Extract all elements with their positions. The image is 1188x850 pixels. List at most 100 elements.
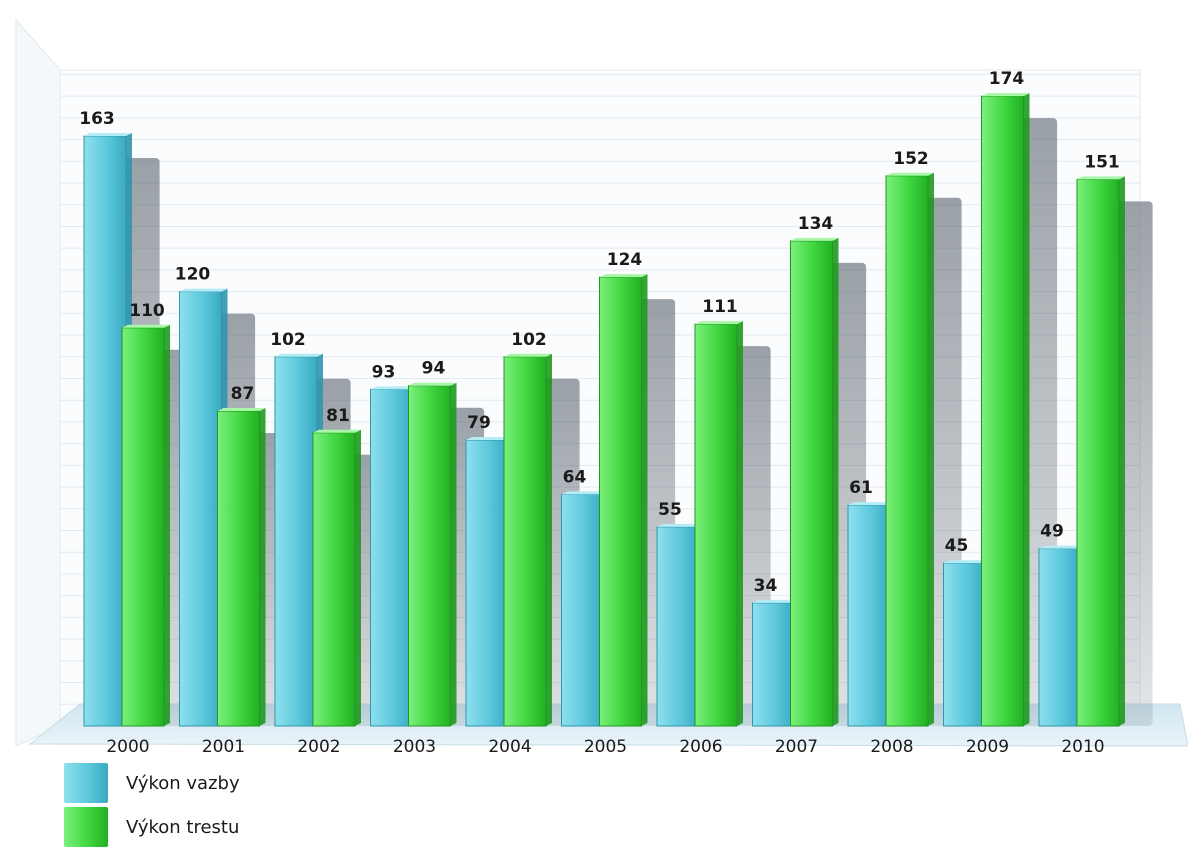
bar-trestu-2004-side <box>546 353 552 726</box>
bar-trestu-2008 <box>885 175 929 727</box>
bar-trestu-2002 <box>312 432 356 727</box>
bar-vazby-2005-top <box>561 491 610 495</box>
value-label-trestu-2003: 94 <box>422 359 446 379</box>
value-label-trestu-2010: 151 <box>1084 152 1120 172</box>
bar-trestu-2001-top <box>217 408 266 412</box>
legend-label-vazby: Výkon vazby <box>126 772 240 794</box>
bar-vazby-2006 <box>656 526 700 727</box>
bar-vazby-2007 <box>752 602 795 727</box>
x-tick-2009: 2009 <box>966 737 1009 757</box>
bar-trestu-2010-side <box>1119 176 1125 726</box>
x-tick-2000: 2000 <box>106 737 149 757</box>
bar-trestu-2009-top <box>981 93 1030 97</box>
bar-trestu-2001-side <box>259 408 266 726</box>
bar-trestu-2000-side <box>164 324 170 726</box>
value-label-vazby-2003: 93 <box>372 362 396 382</box>
value-label-trestu-2006: 111 <box>702 297 738 317</box>
value-label-vazby-2005: 64 <box>563 467 587 487</box>
bar-vazby-2010-top <box>1039 545 1087 549</box>
value-label-trestu-2004: 102 <box>511 330 547 350</box>
bar-trestu-2005 <box>599 276 642 727</box>
legend-swatch-vazby <box>64 763 108 803</box>
bar-trestu-2002-side <box>355 429 361 726</box>
bar-trestu-2003-top <box>408 382 457 386</box>
bar-vazby-2008 <box>847 504 891 727</box>
legend-swatch-trestu <box>64 807 108 847</box>
x-tick-2008: 2008 <box>870 737 913 757</box>
data-labels: 163 110 120 87 102 81 93 94 79 102 64 124 55 111 34 134… <box>79 69 1120 596</box>
value-label-trestu-2002: 81 <box>326 406 350 426</box>
bar-vazby-2009-top <box>943 560 992 564</box>
legend-item-trestu: Výkon trestu <box>64 806 240 848</box>
bar-trestu-2005-top <box>599 274 648 278</box>
legend-label-trestu: Výkon trestu <box>126 816 240 838</box>
value-label-vazby-2009: 45 <box>945 536 969 556</box>
bar-vazby-2002-top <box>275 353 323 357</box>
value-label-trestu-2008: 152 <box>893 149 929 169</box>
bar-trestu-2010-top <box>1077 176 1125 180</box>
x-tick-2002: 2002 <box>297 737 340 757</box>
bar-vazby-2004-top <box>466 437 514 441</box>
bar-chart: 163 110 120 87 102 81 93 94 79 102 64 124 55 111 34 134… <box>15 18 1188 757</box>
value-label-vazby-2002: 102 <box>270 330 306 350</box>
x-tick-2005: 2005 <box>584 737 627 757</box>
value-label-vazby-2008: 61 <box>849 478 873 498</box>
value-label-vazby-2001: 120 <box>175 265 211 285</box>
value-label-trestu-2009: 174 <box>989 69 1025 89</box>
x-tick-2006: 2006 <box>679 737 722 757</box>
bar-trestu-2007 <box>790 240 833 727</box>
bar-vazby-2008-top <box>848 502 896 506</box>
legend-item-vazby: Výkon vazby <box>64 762 240 804</box>
bars <box>83 93 1125 727</box>
bar-trestu-2008-side <box>928 172 934 726</box>
value-label-vazby-2004: 79 <box>467 413 491 433</box>
bar-trestu-2003 <box>408 385 451 727</box>
value-label-trestu-2005: 124 <box>607 250 643 270</box>
bar-trestu-2006-top <box>695 321 743 325</box>
bar-vazby-2000-top <box>84 132 132 136</box>
bar-vazby-2006-top <box>657 523 705 527</box>
x-tick-2010: 2010 <box>1061 737 1104 757</box>
value-label-vazby-2000: 163 <box>79 109 115 129</box>
bar-trestu-2007-top <box>790 237 839 241</box>
x-tick-2007: 2007 <box>775 737 818 757</box>
value-label-trestu-2007: 134 <box>798 214 834 234</box>
bar-trestu-2009-side <box>1023 93 1030 727</box>
bar-trestu-2003-side <box>450 382 457 726</box>
bar-vazby-2009 <box>943 562 986 727</box>
bar-vazby-2003 <box>370 388 413 727</box>
value-label-vazby-2007: 34 <box>754 576 778 596</box>
bar-vazby-2001 <box>179 291 222 727</box>
value-label-vazby-2006: 55 <box>658 500 682 520</box>
value-label-trestu-2001: 87 <box>231 384 255 404</box>
bar-vazby-2010 <box>1038 548 1082 727</box>
bar-vazby-2003-top <box>370 386 419 390</box>
bar-vazby-2005 <box>561 493 604 727</box>
x-tick-2003: 2003 <box>393 737 436 757</box>
bar-vazby-2007-top <box>752 599 801 603</box>
bar-trestu-2005-side <box>641 274 648 726</box>
legend: Výkon vazby Výkon trestu <box>64 762 240 850</box>
x-tick-2001: 2001 <box>202 737 245 757</box>
bar-trestu-2004 <box>503 356 547 727</box>
x-tick-2004: 2004 <box>488 737 531 757</box>
value-label-trestu-2000: 110 <box>129 301 165 321</box>
bar-trestu-2000-top <box>122 324 170 328</box>
value-label-vazby-2010: 49 <box>1040 522 1064 542</box>
bar-trestu-2010 <box>1076 178 1120 727</box>
bar-trestu-2006-side <box>737 321 743 726</box>
bar-vazby-2002 <box>274 356 318 727</box>
bar-trestu-2006 <box>694 323 738 727</box>
side-wall <box>15 18 61 747</box>
bar-trestu-2007-side <box>832 237 839 727</box>
bar-trestu-2000 <box>121 327 165 727</box>
bar-vazby-2000 <box>83 135 127 727</box>
bar-trestu-2004-top <box>504 353 552 357</box>
bar-vazby-2004 <box>465 439 509 727</box>
bar-vazby-2001-top <box>179 288 228 292</box>
x-axis-ticks: 2000 2001 2002 2003 2004 2005 2006 2007 2008 2009… <box>106 737 1104 757</box>
bar-trestu-2009 <box>981 95 1024 727</box>
bar-trestu-2002-top <box>313 429 361 433</box>
bar-trestu-2001 <box>217 410 260 727</box>
